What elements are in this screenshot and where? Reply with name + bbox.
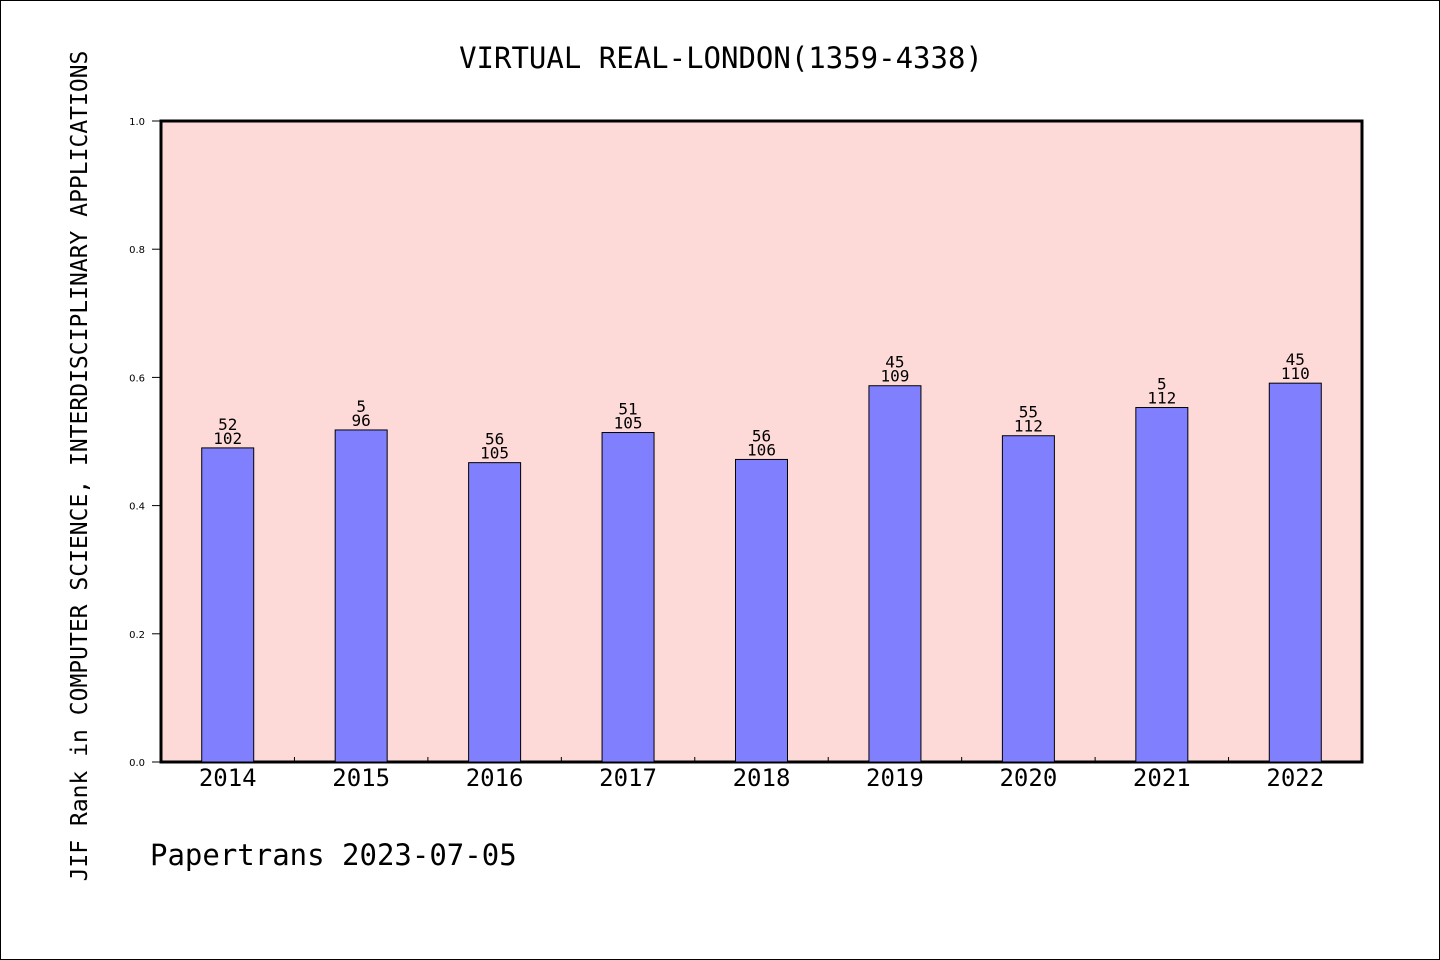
chart-title: VIRTUAL REAL-LONDON(1359-4338) <box>459 41 983 75</box>
bar-label-top: 52 <box>218 415 237 434</box>
bar <box>1001 435 1055 763</box>
bar-label-top: 5 <box>1157 375 1167 394</box>
bar-label-top: 45 <box>885 353 904 372</box>
bar-label-bottom: 102 <box>213 429 242 448</box>
bar <box>735 458 788 763</box>
x-tick-label: 2014 <box>199 764 257 792</box>
y-tick-label: 0.2 <box>129 630 145 641</box>
y-tick-label: 1.0 <box>129 117 145 128</box>
bar-label-bottom: 112 <box>1147 389 1176 408</box>
bar <box>468 462 522 763</box>
bar-label-top: 51 <box>618 400 637 419</box>
x-tick-label: 2021 <box>1133 764 1191 792</box>
x-tick-label: 2017 <box>599 764 657 792</box>
x-tick-label: 2016 <box>466 764 524 792</box>
x-tick-label: 2019 <box>866 764 924 792</box>
bar-label-top: 55 <box>1019 403 1038 422</box>
bar-label-top: 56 <box>485 430 504 449</box>
bar <box>1135 407 1189 763</box>
x-tick-label: 2018 <box>733 764 791 792</box>
y-tick-label: 0.0 <box>129 758 145 769</box>
bar-label-top: 45 <box>1286 350 1305 369</box>
bar-label-bottom: 109 <box>880 367 909 386</box>
y-axis-label: JIF Rank in COMPUTER SCIENCE, INTERDISCI… <box>67 51 93 882</box>
bar-label-bottom: 105 <box>614 414 643 433</box>
bar <box>334 429 388 763</box>
bar <box>201 447 255 763</box>
bar-label-bottom: 112 <box>1014 417 1043 436</box>
y-tick-label: 0.6 <box>129 373 145 384</box>
y-axis: 0.0 0.2 0.4 0.6 0.8 1.0 <box>129 117 161 769</box>
bar-label-bottom: 106 <box>747 440 776 459</box>
bar <box>868 385 922 763</box>
x-tick-label: 2015 <box>332 764 390 792</box>
bar-label-top: 56 <box>752 426 771 445</box>
y-tick-label: 0.4 <box>129 502 145 513</box>
x-tick-label: 2022 <box>1266 764 1324 792</box>
bar-label-bottom: 105 <box>480 444 509 463</box>
bar <box>1268 382 1322 763</box>
y-tick-label: 0.8 <box>129 245 145 256</box>
bar <box>601 432 655 763</box>
bar-label-bottom: 110 <box>1281 364 1310 383</box>
footer-text: Papertrans 2023-07-05 <box>150 838 517 872</box>
bar-label-top: 5 <box>356 397 366 416</box>
bar-label-bottom: 96 <box>352 411 371 430</box>
x-tick-label: 2020 <box>999 764 1057 792</box>
x-axis: 2014 2015 2016 2017 2018 2019 2020 2021 2022 <box>199 757 1324 792</box>
